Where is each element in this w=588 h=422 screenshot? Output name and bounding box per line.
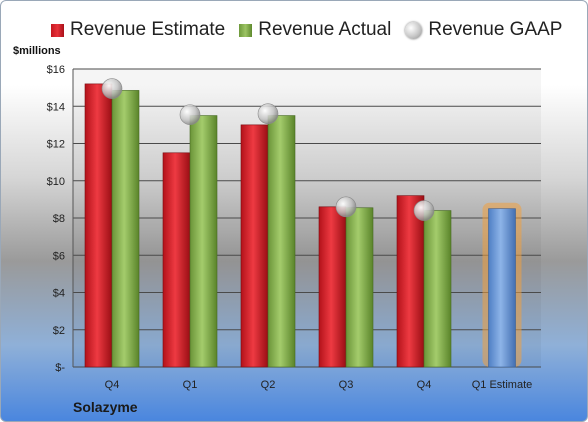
bar-revenue-estimate [396, 195, 425, 368]
bar-revenue-estimate [240, 124, 269, 368]
point-revenue-gaap [413, 200, 435, 221]
legend-swatch-gaap [405, 21, 423, 39]
point-revenue-gaap [257, 103, 279, 124]
x-tick-label: Q1 [183, 379, 198, 391]
bar-revenue-actual [111, 90, 140, 368]
bar-revenue-actual [423, 210, 452, 368]
legend-item-gaap: Revenue GAAP [405, 19, 562, 41]
bar-revenue-actual [345, 207, 374, 368]
bar-revenue-actual [189, 115, 218, 368]
point-revenue-gaap [335, 196, 357, 218]
y-tick-label: $2 [53, 325, 65, 337]
legend-item-actual: Revenue Actual [239, 19, 391, 41]
y-tick-label: $12 [47, 139, 65, 151]
legend-label-gaap: Revenue GAAP [428, 19, 563, 40]
x-tick-label: Q1 Estimate [472, 379, 533, 391]
bars [84, 78, 522, 368]
bar-revenue-estimate [318, 206, 347, 368]
x-tick-label: Q4 [417, 379, 432, 391]
y-axis-unit-label: $millions [13, 45, 61, 57]
bar-revenue-actual [267, 115, 296, 368]
legend-label-estimate: Revenue Estimate [70, 19, 226, 40]
bar-revenue-estimate [84, 83, 113, 368]
point-revenue-gaap [179, 104, 201, 125]
x-axis-ticks: Q4 Q1 Q2 Q3 Q4 Q1 Estimate [105, 379, 533, 391]
y-tick-label: $8 [53, 213, 65, 225]
legend-swatch-actual [239, 23, 253, 37]
legend: Revenue Estimate Revenue Actual Revenue … [51, 17, 562, 43]
x-tick-label: Q4 [105, 379, 120, 391]
y-tick-label: $- [55, 362, 65, 374]
company-name: Solazyme [73, 399, 138, 415]
legend-label-actual: Revenue Actual [258, 19, 392, 40]
legend-swatch-estimate [51, 23, 64, 37]
y-tick-label: $6 [53, 250, 65, 262]
point-revenue-gaap [101, 78, 123, 99]
x-tick-label: Q2 [261, 379, 276, 391]
y-tick-label: $14 [47, 101, 65, 113]
bar-revenue-estimate [162, 152, 191, 368]
legend-item-estimate: Revenue Estimate [51, 19, 225, 41]
y-tick-label: $16 [47, 64, 65, 76]
y-tick-label: $10 [47, 176, 65, 188]
x-tick-label: Q3 [339, 379, 354, 391]
y-axis-ticks: $- $2 $4 $6 $8 $10 $12 $14 $16 [47, 64, 66, 374]
bar-forecast [488, 208, 516, 368]
y-tick-label: $4 [53, 288, 65, 300]
grid-lines [72, 68, 541, 368]
